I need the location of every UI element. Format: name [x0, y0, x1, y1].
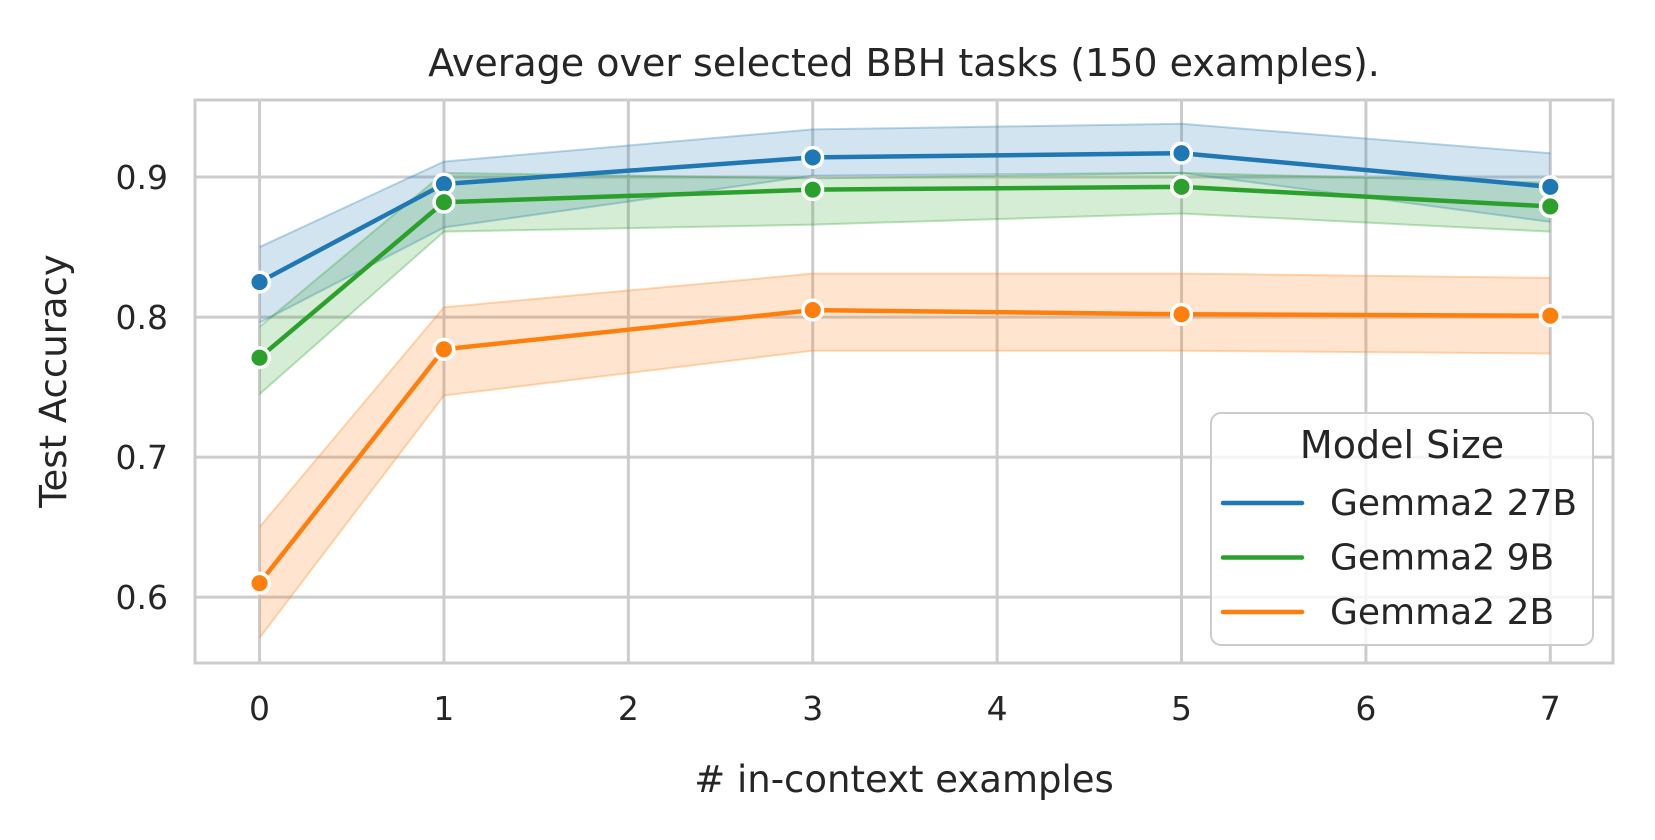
- y-axis-label: Test Accuracy: [32, 254, 75, 509]
- data-point-gemma2-2b-x1: [432, 337, 456, 361]
- legend-label-gemma2-9b: Gemma2 9B: [1330, 538, 1554, 579]
- x-tick-label-7: 7: [1540, 689, 1561, 728]
- band-lower-edge-gemma2-9b: [258, 212, 1551, 395]
- data-point-gemma2-9b-x3: [801, 178, 825, 202]
- data-point-gemma2-27b-x5: [1169, 141, 1194, 165]
- data-point-gemma2-2b-x7: [1538, 304, 1562, 328]
- x-tick-label-3: 3: [802, 689, 823, 728]
- data-point-gemma2-2b-x0: [247, 571, 272, 595]
- y-tick-label-0.7: 0.7: [116, 438, 168, 477]
- legend-label-gemma2-27b: Gemma2 27B: [1330, 483, 1577, 524]
- x-tick-label-0: 0: [249, 689, 270, 728]
- legend-title: Model Size: [1300, 423, 1504, 467]
- x-tick-label-5: 5: [1171, 689, 1192, 728]
- plot-border: [193, 98, 1615, 665]
- data-point-gemma2-27b-x7: [1538, 175, 1562, 199]
- data-point-gemma2-2b-x5: [1169, 302, 1194, 326]
- y-tick-label-0.8: 0.8: [116, 298, 168, 337]
- x-tick-label-1: 1: [433, 689, 454, 728]
- x-tick-label-4: 4: [987, 689, 1008, 728]
- band-lower-edge-gemma2-27b: [259, 171, 1551, 324]
- band-upper-edge-gemma2-2b: [258, 272, 1551, 528]
- chart-title: Average over selected BBH tasks (150 exa…: [428, 41, 1380, 85]
- confidence-band-gemma2-9b: [259, 172, 1551, 395]
- band-upper-edge-gemma2-27b: [259, 122, 1551, 248]
- data-point-gemma2-9b-x1: [432, 190, 456, 214]
- legend: [1210, 412, 1594, 646]
- data-point-gemma2-27b-x0: [247, 270, 272, 294]
- y-tick-label-0.9: 0.9: [116, 158, 168, 197]
- plot-area: 0.6 0.7 0.8 0.9 0 1 2 3 4 5 6 7: [116, 98, 1615, 728]
- band-lower-edge-gemma2-2b: [258, 349, 1551, 639]
- confidence-band-gemma2-2b: [259, 273, 1551, 638]
- data-point-gemma2-2b-x3: [801, 298, 825, 322]
- x-tick-label-6: 6: [1355, 689, 1376, 728]
- legend-box: [1210, 412, 1594, 646]
- legend-label-gemma2-2b: Gemma2 2B: [1330, 592, 1554, 633]
- x-axis-label: # in-context examples: [694, 758, 1114, 801]
- data-point-gemma2-9b-x7: [1538, 194, 1562, 218]
- data-point-gemma2-9b-x5: [1169, 175, 1194, 199]
- data-point-gemma2-9b-x0: [247, 346, 272, 370]
- data-point-gemma2-27b-x3: [801, 145, 825, 169]
- y-tick-label-0.6: 0.6: [116, 578, 168, 617]
- legend-items: Gemma2 27B Gemma2 9B Gemma2 2B: [1220, 483, 1577, 633]
- x-tick-label-2: 2: [618, 689, 639, 728]
